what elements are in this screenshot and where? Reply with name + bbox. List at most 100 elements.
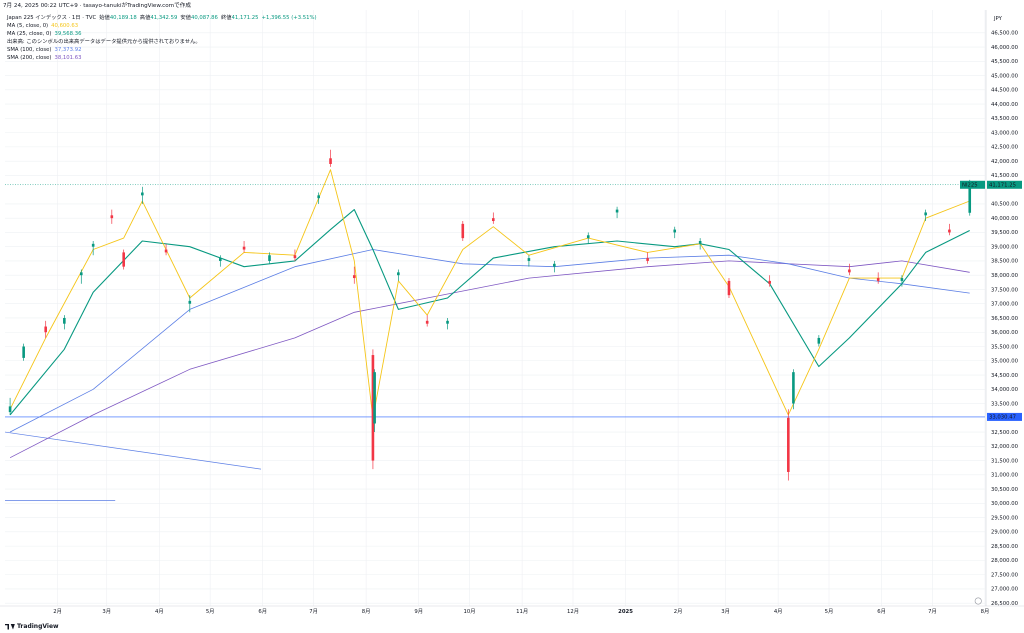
price-tick: 39,000.00 — [991, 244, 1019, 250]
low-label: 安値 — [180, 15, 191, 21]
candle-body — [122, 252, 125, 267]
candle-body — [79, 272, 83, 276]
candle-body — [615, 209, 619, 213]
sma100-line — [9, 249, 970, 433]
candle-body — [698, 240, 702, 244]
time-tick: 7月 — [309, 608, 318, 615]
candle-body — [446, 320, 449, 324]
legend-indicator-row[interactable]: SMA (200, close) 38,101.63 — [7, 54, 317, 62]
legend-indicator-row[interactable]: MA (5, close, 0) 40,600.63 — [7, 22, 317, 30]
legend-indicator-row[interactable]: 出来高: このシンボルの出来高データはデータ提供元から提供されておりません。 — [7, 38, 317, 46]
price-tick: 29,000.00 — [991, 530, 1019, 536]
price-axis: 46,500.00 46,000.00 45,500.00 45,000.00 44,5… — [0, 10, 1024, 607]
price-tick: 31,500.00 — [991, 458, 1019, 464]
price-tick: 46,500.00 — [991, 31, 1019, 37]
sma200-line — [9, 260, 970, 459]
candle-body — [787, 417, 790, 472]
low-value: 40,087.86 — [190, 15, 218, 21]
price-tick: 37,500.00 — [991, 287, 1019, 293]
trendline — [4, 431, 262, 470]
legend-symbol-row: Japan 225 インデックス · 1日 · TVC 始値40,189.18 … — [7, 14, 317, 22]
candle-body — [646, 258, 649, 261]
tradingview-logo[interactable]: TradingView — [5, 623, 59, 630]
price-tick: 36,000.00 — [991, 330, 1019, 336]
indicator-lines — [4, 169, 985, 501]
candle-body — [924, 212, 927, 216]
time-tick: 3月 — [721, 608, 730, 615]
candle-body — [141, 192, 144, 196]
last-price-badge — [987, 180, 1022, 189]
price-tick: 42,500.00 — [991, 145, 1019, 151]
time-tick: 6月 — [877, 608, 886, 615]
price-tick: 33,500.00 — [991, 401, 1019, 407]
legend-indicator-row[interactable]: MA (25, close, 0) 39,568.36 — [7, 30, 317, 38]
ma25-line — [9, 209, 970, 416]
price-tick: 38,000.00 — [991, 273, 1019, 279]
time-tick: 2月 — [674, 608, 683, 615]
brand-name: TradingView — [17, 623, 59, 630]
candle-body — [293, 255, 297, 259]
candle-body — [371, 355, 375, 461]
candle-body — [553, 263, 556, 267]
price-tick: 34,500.00 — [991, 373, 1019, 379]
candle-body — [968, 184, 972, 213]
symbol-title[interactable]: Japan 225 インデックス · 1日 · TVC — [7, 15, 97, 21]
hline-price-label: 33,030.47 — [989, 415, 1016, 421]
time-tick: 10月 — [464, 608, 476, 615]
indicator-label: SMA (200, close) — [7, 55, 52, 62]
candle-body — [461, 223, 465, 239]
price-tick: 35,500.00 — [991, 344, 1019, 350]
symbol-badge-label: NI225 — [962, 183, 978, 189]
last-price-label: 41,171.25 — [989, 183, 1016, 189]
price-tick: 28,500.00 — [991, 544, 1019, 550]
time-tick: 6月 — [258, 608, 267, 615]
candle-body — [352, 275, 356, 279]
price-tick: 41,500.00 — [991, 173, 1019, 179]
candle-body — [164, 249, 168, 253]
price-tick: 29,500.00 — [991, 515, 1019, 521]
time-axis: 2月 3月 4月 5月 6月 7月 8月 9月 10月 11月 12月 2025 2月 3月 4月 5月 6月 7… — [53, 608, 989, 615]
candle-body — [848, 269, 851, 273]
price-tick: 34,000.00 — [991, 387, 1019, 393]
time-tick: 4月 — [155, 608, 164, 615]
price-tick: 31,000.00 — [991, 473, 1019, 479]
candle-body — [242, 246, 246, 250]
legend: Japan 225 インデックス · 1日 · TVC 始値40,189.18 … — [7, 14, 317, 63]
candle-body — [492, 218, 495, 222]
candle-body — [317, 195, 320, 199]
candle-body — [219, 258, 222, 261]
open-label: 始値 — [99, 15, 110, 21]
indicator-value: 40,600.63 — [51, 23, 79, 30]
candle-body — [817, 337, 821, 344]
symbol-badge — [960, 180, 985, 189]
grid — [5, 10, 986, 606]
close-label: 終値 — [220, 15, 232, 21]
time-tick: 3月 — [102, 608, 111, 615]
time-tick: 7月 — [928, 608, 937, 615]
price-tick: 28,000.00 — [991, 558, 1019, 564]
legend-indicator-row[interactable]: SMA (100, close) 37,373.92 — [7, 46, 317, 54]
time-tick: 9月 — [414, 608, 423, 615]
change-value: +1,396.55 (+3.51%) — [261, 15, 317, 21]
candle-body — [44, 326, 47, 333]
price-tick: 26,500.00 — [991, 601, 1019, 607]
candle-body — [329, 158, 332, 164]
price-tick: 45,000.00 — [991, 73, 1019, 79]
candle-body — [586, 235, 590, 239]
price-tick: 27,000.00 — [991, 587, 1019, 593]
indicator-label: 出来高: このシンボルの出来高データはデータ提供元から提供されておりません。 — [7, 39, 201, 46]
time-tick: 2025 — [618, 609, 633, 615]
price-tick: 43,000.00 — [991, 130, 1019, 136]
time-tick: 11月 — [516, 608, 528, 615]
time-tick: 8月 — [981, 608, 990, 615]
price-tick: 46,000.00 — [991, 45, 1019, 51]
price-tick: 30,000.00 — [991, 501, 1019, 507]
price-tick: 27,500.00 — [991, 572, 1019, 578]
candle-body — [63, 317, 66, 324]
event-marker-icon — [974, 597, 982, 605]
candle-body — [110, 215, 114, 219]
high-label: 高値 — [139, 15, 151, 21]
candle-body — [91, 243, 95, 247]
time-tick: 5月 — [825, 608, 834, 615]
